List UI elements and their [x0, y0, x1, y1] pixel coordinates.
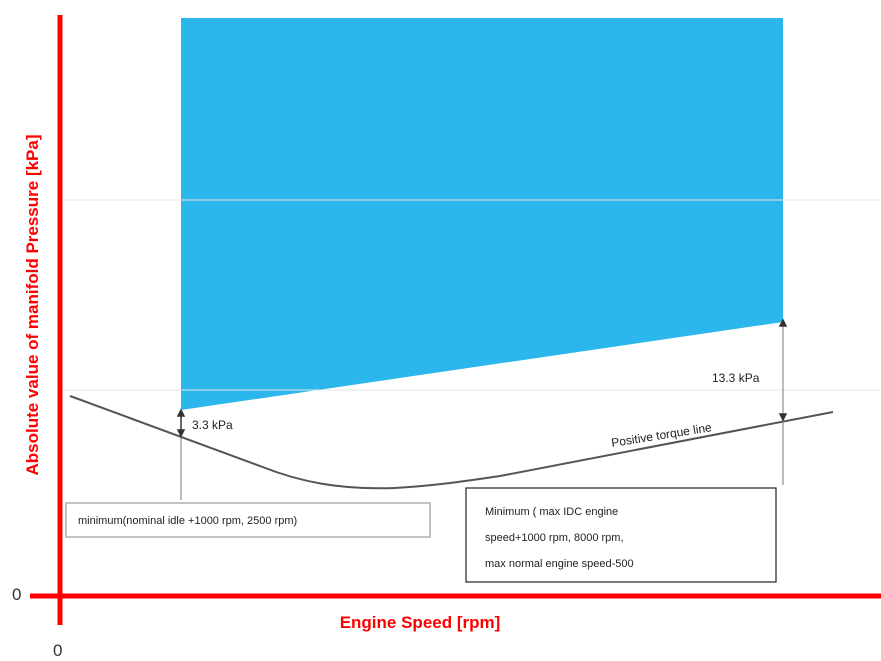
left-bound-label-box: [65, 502, 431, 538]
left-bound-label: minimum(nominal idle +1000 rpm, 2500 rpm…: [78, 515, 297, 527]
gap-arrow-right: [778, 318, 788, 422]
gridlines: [60, 199, 880, 391]
right-bound-label-line-1: Minimum ( max IDC engine: [485, 506, 618, 518]
lower-right-pressure-label: 13.3 kPa: [712, 371, 760, 385]
positive-torque-curve: [69, 395, 834, 490]
x-axis-title: Engine Speed [rpm]: [340, 613, 501, 632]
gap-arrow-left: [176, 408, 186, 438]
right-bound-label-line-2: speed+1000 rpm, 8000 rpm,: [485, 532, 624, 544]
x-origin-label: 0: [53, 641, 62, 660]
right-bound-label-line-3: max normal engine speed-500: [485, 558, 634, 570]
y-axis-title: Absolute value of manifold Pressure [kPa…: [23, 134, 42, 475]
shaded-pressure-region: [181, 18, 783, 410]
y-origin-label: 0: [12, 585, 21, 604]
lower-left-pressure-label: 3.3 kPa: [192, 418, 233, 432]
right-bound-label-box: [465, 487, 777, 583]
